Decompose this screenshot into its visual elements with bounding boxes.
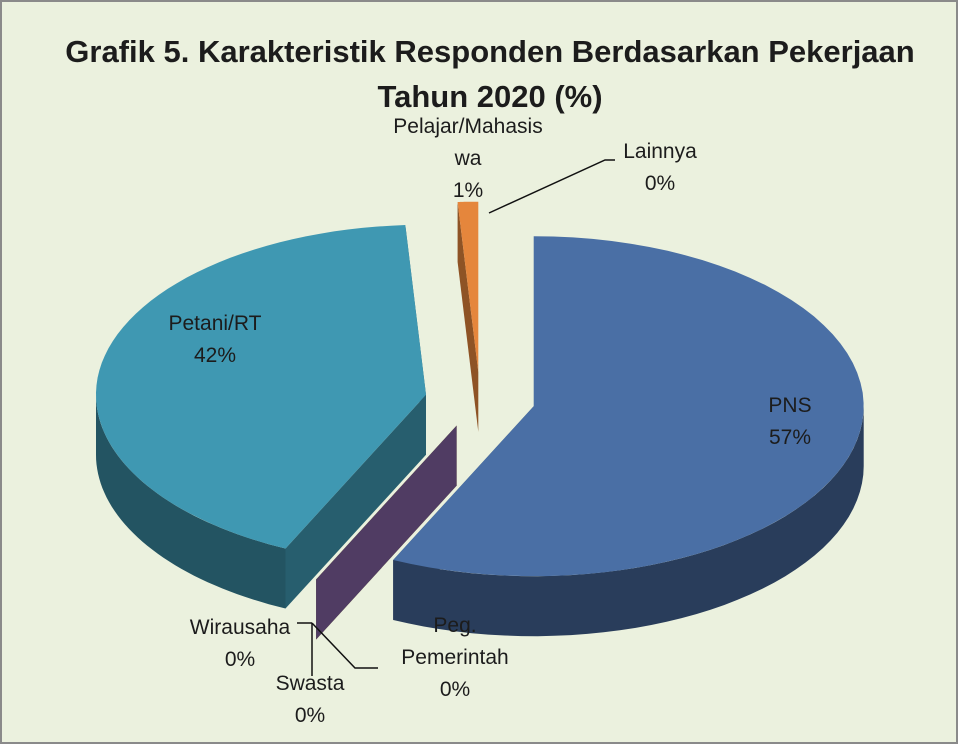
slice-outer-side [393,406,864,637]
slice-side [316,425,457,640]
pie-slice [457,201,479,372]
slice-side [285,394,426,609]
data-label-value: 0% [295,704,325,727]
data-label-category: Wirausaha [190,616,291,639]
data-label-value: 0% [645,172,675,195]
data-label-category: Petani/RT [169,312,262,335]
leader-line [488,159,615,214]
data-label-category: Swasta [276,672,345,695]
data-label-value: 1% [453,179,483,202]
chart-title: Grafik 5. Karakteristik Responden Berdas… [65,34,914,114]
pie-slice [393,236,864,577]
slice-outer-side [96,394,286,609]
data-label-value: 0% [440,678,470,701]
data-label-value: 42% [194,344,236,367]
data-label-value: 0% [225,648,255,671]
leader-line [311,622,378,669]
data-label-category: PNS [768,394,811,417]
slice-side [457,202,479,432]
data-label-category: Pelajar/Mahasis wa [393,115,542,170]
pie-slice [96,225,426,549]
data-label-value: 57% [769,426,811,449]
data-label-category: Lainnya [623,140,697,163]
data-label-category: Peg. Pemerintah [401,614,508,669]
